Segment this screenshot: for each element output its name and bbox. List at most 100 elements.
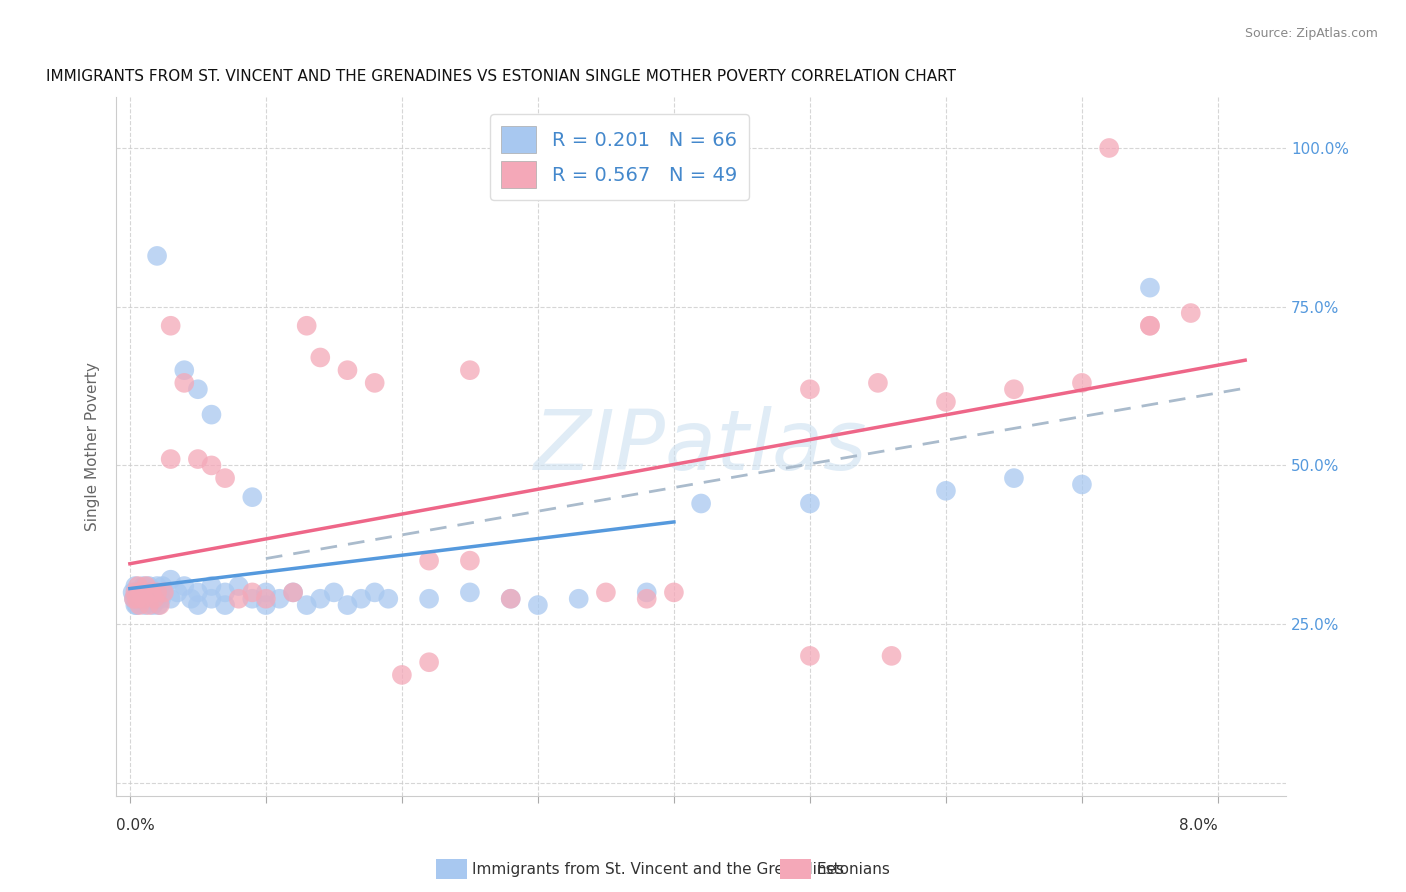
Point [240, 591, 263, 606]
Point [254, 585, 277, 599]
Point [1139, 318, 1161, 333]
Point [1071, 376, 1094, 390]
Point [281, 585, 304, 599]
Point [180, 591, 202, 606]
Point [127, 591, 149, 606]
Point [143, 591, 166, 606]
Point [662, 585, 685, 599]
Point [418, 655, 440, 669]
Point [128, 585, 150, 599]
Point [150, 591, 173, 606]
Point [148, 598, 170, 612]
Point [499, 591, 522, 606]
Point [124, 585, 146, 599]
Point [132, 591, 155, 606]
Point [125, 591, 148, 606]
Point [122, 591, 145, 606]
Point [1098, 141, 1121, 155]
Point [131, 585, 153, 599]
Point [295, 598, 318, 612]
Point [141, 585, 163, 599]
Point [124, 579, 146, 593]
Point [146, 591, 169, 606]
Point [458, 363, 481, 377]
Point [159, 573, 181, 587]
Text: 0.0%: 0.0% [117, 818, 155, 833]
Point [799, 648, 821, 663]
Point [499, 591, 522, 606]
Point [254, 591, 277, 606]
Point [690, 496, 713, 510]
Point [128, 598, 150, 612]
Text: Immigrants from St. Vincent and the Grenadines: Immigrants from St. Vincent and the Gren… [472, 863, 845, 877]
Point [159, 591, 181, 606]
Point [866, 376, 889, 390]
Text: Source: ZipAtlas.com: Source: ZipAtlas.com [1244, 27, 1378, 40]
Point [200, 591, 222, 606]
Point [350, 591, 373, 606]
Point [228, 579, 250, 593]
Point [309, 591, 332, 606]
Point [309, 351, 332, 365]
Point [595, 585, 617, 599]
Point [200, 408, 222, 422]
Point [138, 598, 160, 612]
Point [136, 591, 159, 606]
Point [458, 554, 481, 568]
Y-axis label: Single Mother Poverty: Single Mother Poverty [86, 362, 100, 531]
Point [135, 585, 157, 599]
Point [124, 598, 146, 612]
Point [240, 585, 263, 599]
Point [159, 318, 181, 333]
Point [1139, 280, 1161, 294]
Point [636, 585, 658, 599]
Point [336, 363, 359, 377]
Point [200, 458, 222, 473]
Point [322, 585, 344, 599]
Point [146, 249, 169, 263]
Text: ZIPatlas: ZIPatlas [534, 406, 868, 487]
Text: IMMIGRANTS FROM ST. VINCENT AND THE GRENADINES VS ESTONIAN SINGLE MOTHER POVERTY: IMMIGRANTS FROM ST. VINCENT AND THE GREN… [46, 69, 956, 84]
Legend: R = 0.201   N = 66, R = 0.567   N = 49: R = 0.201 N = 66, R = 0.567 N = 49 [489, 114, 749, 200]
Point [254, 598, 277, 612]
Point [391, 668, 413, 682]
Point [1002, 382, 1025, 396]
Point [363, 585, 385, 599]
Point [187, 598, 209, 612]
Point [122, 591, 145, 606]
Point [132, 579, 155, 593]
Point [152, 579, 174, 593]
Point [135, 579, 157, 593]
Point [149, 598, 172, 612]
Point [228, 591, 250, 606]
Point [363, 376, 385, 390]
Point [187, 585, 209, 599]
Point [127, 579, 149, 593]
Point [138, 579, 160, 593]
Point [146, 585, 169, 599]
Point [141, 585, 163, 599]
Point [173, 363, 195, 377]
Point [153, 585, 176, 599]
Point [173, 579, 195, 593]
Point [240, 490, 263, 504]
Point [166, 585, 188, 599]
Point [146, 579, 169, 593]
Point [377, 591, 399, 606]
Point [173, 376, 195, 390]
Point [1139, 318, 1161, 333]
Point [935, 483, 957, 498]
Point [636, 591, 658, 606]
Point [418, 591, 440, 606]
Point [1180, 306, 1202, 320]
Point [418, 554, 440, 568]
Point [139, 591, 162, 606]
Point [134, 598, 156, 612]
Point [214, 585, 236, 599]
Text: 8.0%: 8.0% [1180, 818, 1218, 833]
Point [295, 318, 318, 333]
Point [187, 452, 209, 467]
Point [799, 382, 821, 396]
Point [149, 585, 172, 599]
Point [125, 598, 148, 612]
